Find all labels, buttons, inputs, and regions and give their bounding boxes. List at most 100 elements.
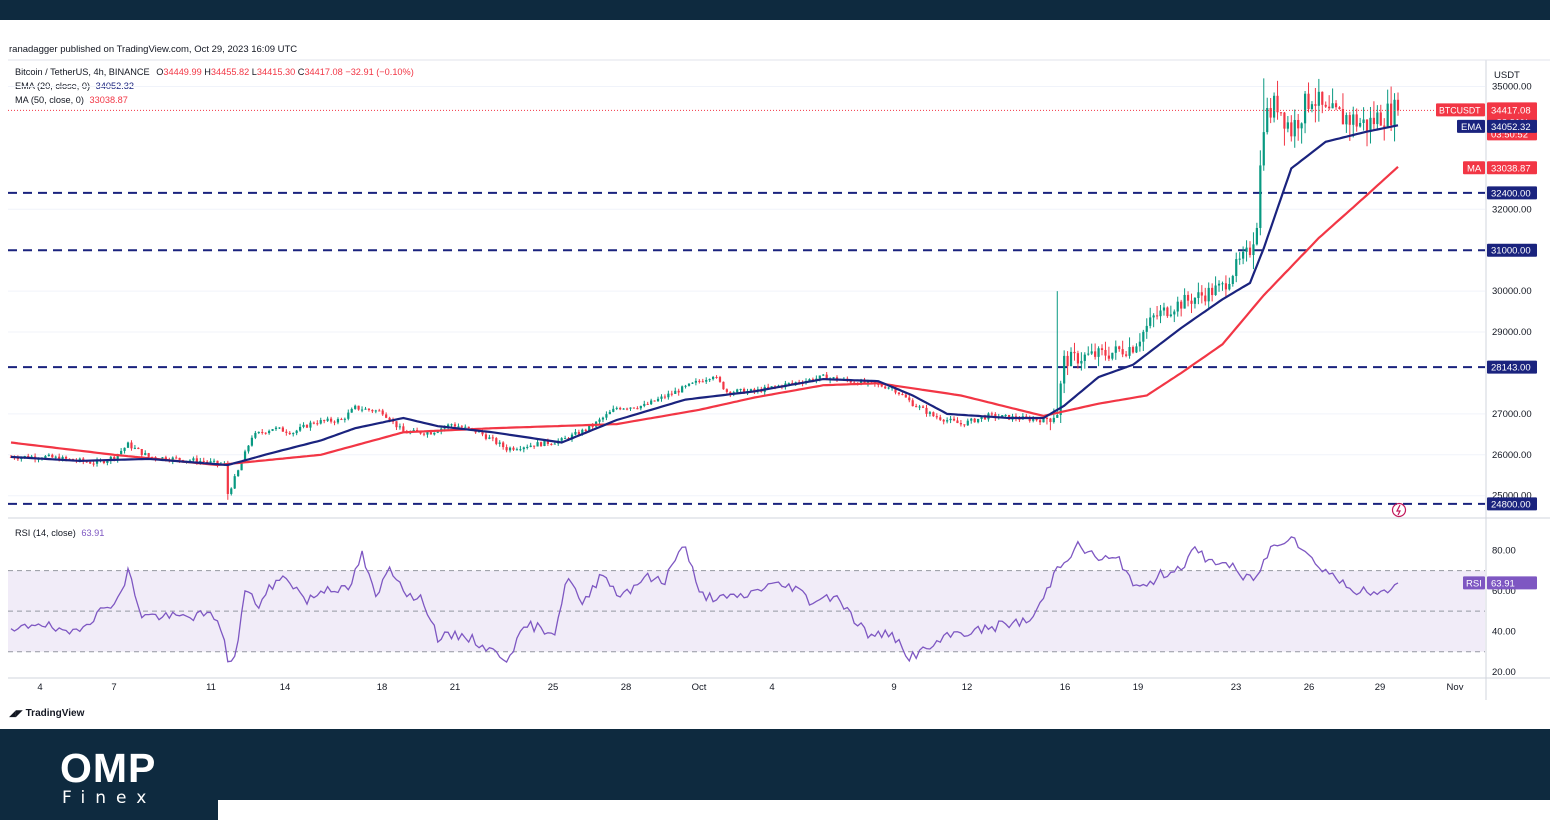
candle-body [305,424,309,428]
bottom-strip [218,800,1550,820]
candle-body [206,461,209,463]
candle-body [378,410,381,412]
candle-body [543,440,546,447]
candle-body [1159,310,1162,317]
candle-body [701,381,704,383]
candle-body [106,460,109,463]
candle-body [646,403,649,405]
candle-body [859,380,863,385]
candle-body [1125,354,1128,356]
candle-body [1272,95,1276,118]
candle-body [687,383,691,386]
candle-body [230,488,233,494]
candle-body [426,432,429,435]
candle-body [102,460,106,463]
candle-body [973,418,976,423]
candle-body [935,416,938,418]
candle-body [1211,287,1214,296]
low-value: 34415.30 [256,67,296,77]
candle-body [354,405,357,409]
candle-body [281,427,284,432]
candle-body [601,417,605,420]
symbol-tag-bg [1436,103,1485,117]
candle-body [1307,93,1310,110]
candle-body [849,380,852,383]
candle-body [1063,355,1066,384]
candle-body [1056,415,1059,418]
candle-body [360,409,364,411]
candle-body [1118,346,1121,350]
candle-body [1310,104,1314,110]
candle-body [247,445,250,452]
candle-body [980,416,983,419]
ma-legend: MA (50, close, 0) 33038.87 [15,95,128,105]
candle-body [546,440,550,444]
time-tick-label: Nov [1447,682,1464,693]
candle-body [736,389,739,393]
time-tick-label: 4 [37,682,42,693]
candle-body [1317,91,1320,106]
candle-body [629,407,632,409]
candle-body [130,442,133,449]
candle-body [357,405,360,410]
candle-body [202,460,205,462]
candle-body [1097,348,1100,357]
candle-body [970,418,973,421]
candle-body [498,442,501,444]
omp-logo: OMP [60,745,157,791]
candle-body [1100,348,1104,350]
candle-body [577,431,580,435]
candle-body [164,457,167,461]
rsi-tick-label: 20.00 [1492,667,1516,678]
rsi-legend-value: 63.91 [81,528,105,538]
candle-body [522,447,525,450]
candle-body [656,398,660,402]
candle-body [1166,307,1169,317]
candle-body [326,418,329,421]
ma-name-tag-bg [1463,161,1485,175]
candle-body [1369,117,1372,132]
candle-body [894,387,897,393]
ema-name-tag: EMA [1461,122,1482,133]
candle-body [1169,314,1172,317]
candle-body [1231,276,1234,284]
time-tick-label: 16 [1060,682,1071,693]
candle-body [1266,107,1269,133]
candle-body [932,412,935,417]
candle-body [536,442,539,447]
candle-body [787,382,790,384]
rsi-name-tag-bg [1463,576,1485,590]
level-tag-bg [1487,497,1537,511]
candle-body [1365,119,1369,132]
candle-body [51,454,54,458]
candle-body [429,432,432,435]
candle-body [928,412,932,414]
rsi-legend-label: RSI (14, close) [15,528,76,538]
candle-body [491,437,494,439]
publisher-caption: ranadagger published on TradingView.com,… [9,44,298,55]
time-tick-label: 9 [891,682,896,693]
candle-body [295,430,298,434]
candle-body [526,446,529,448]
candle-body [1269,107,1272,118]
high-value: 34455.82 [210,67,250,77]
rsi-tick-label: 40.00 [1492,626,1516,637]
candle-body [966,420,969,426]
candle-body [495,438,498,444]
candle-body [1207,287,1210,302]
candle-body [660,396,663,399]
candle-body [1090,351,1093,354]
candle-body [612,408,615,412]
candle-body [994,414,997,418]
candle-body [261,431,264,433]
candle-body [1334,103,1338,108]
candle-body [921,406,925,408]
candle-body [1076,353,1080,364]
candle-body [274,427,278,430]
candle-body [863,380,866,384]
candle-body [570,434,574,440]
candle-body [460,426,463,428]
candle-body [691,382,694,384]
symbol-legend: Bitcoin / TetherUS, 4h, BINANCE O34449.9… [15,67,414,77]
